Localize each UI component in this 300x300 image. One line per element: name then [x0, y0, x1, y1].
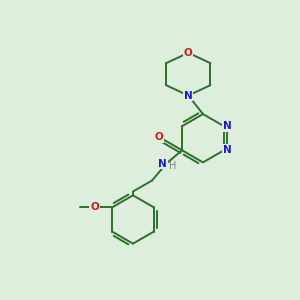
Text: H: H [169, 161, 176, 171]
Text: O: O [154, 132, 163, 142]
Text: N: N [223, 145, 232, 155]
Text: N: N [158, 158, 167, 169]
Text: N: N [184, 91, 193, 100]
Text: N: N [223, 121, 232, 131]
Text: O: O [90, 202, 99, 212]
Text: O: O [184, 48, 193, 58]
